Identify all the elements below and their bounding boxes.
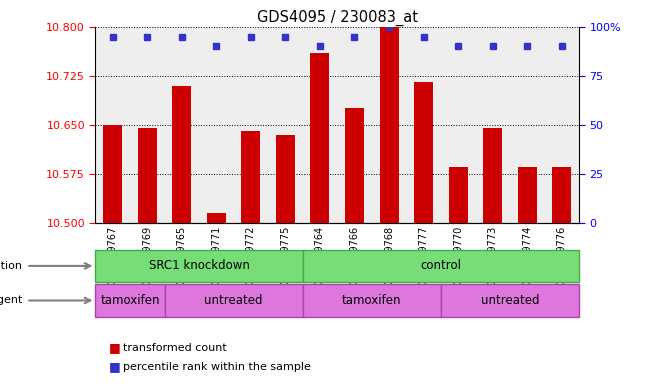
Text: control: control	[420, 260, 461, 272]
Bar	[138, 128, 157, 223]
Bar	[207, 213, 226, 223]
Text: tamoxifen: tamoxifen	[100, 294, 160, 307]
Bar	[345, 108, 364, 223]
Bar	[276, 134, 295, 223]
Bar	[95, 284, 164, 317]
Bar	[518, 167, 537, 223]
Text: ■: ■	[109, 341, 124, 354]
Bar	[172, 86, 191, 223]
Text: ■: ■	[109, 360, 124, 373]
Text: SRC1 knockdown: SRC1 knockdown	[149, 260, 249, 272]
Text: genotype/variation: genotype/variation	[0, 261, 23, 271]
Text: agent: agent	[0, 295, 23, 306]
Bar	[414, 82, 433, 223]
Bar	[449, 167, 468, 223]
Title: GDS4095 / 230083_at: GDS4095 / 230083_at	[257, 9, 418, 25]
Bar	[164, 284, 303, 317]
Bar	[552, 167, 571, 223]
Text: percentile rank within the sample: percentile rank within the sample	[123, 362, 311, 372]
Bar	[95, 250, 303, 282]
Text: untreated: untreated	[205, 294, 263, 307]
Bar	[441, 284, 579, 317]
Bar	[303, 284, 441, 317]
Bar	[103, 125, 122, 223]
Bar	[483, 128, 502, 223]
Bar	[303, 250, 579, 282]
Text: tamoxifen: tamoxifen	[342, 294, 401, 307]
Bar	[241, 131, 261, 223]
Text: transformed count: transformed count	[123, 343, 227, 353]
Text: untreated: untreated	[481, 294, 539, 307]
Bar	[311, 53, 330, 223]
Bar	[380, 27, 399, 223]
